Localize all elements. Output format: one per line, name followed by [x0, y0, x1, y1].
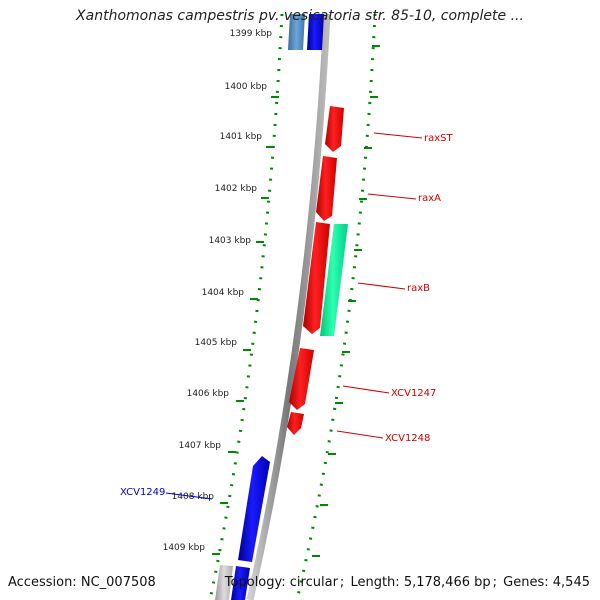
gene-label-raxA[interactable]: raxA — [367, 193, 441, 204]
accession-info: Accession: NC_007508 — [8, 575, 156, 590]
accession-label: Accession: — [8, 575, 77, 590]
scale-tick: 1400 kbp — [225, 82, 279, 98]
gene-raxST-arrow — [325, 106, 344, 152]
scale-tick: 1405 kbp — [195, 338, 251, 351]
scale-tick-label: 1401 kbp — [220, 132, 263, 142]
scale-tick-label: 1402 kbp — [215, 184, 258, 194]
gene-label-raxB[interactable]: raxB — [357, 282, 430, 294]
scale-tick: 1409 kbp — [163, 543, 220, 555]
scale-tick-label: 1403 kbp — [209, 236, 252, 246]
scale-tick: 1406 kbp — [187, 389, 244, 402]
genes-value: 4,545 — [552, 575, 590, 590]
gene-blue-bottom — [231, 566, 250, 600]
gene-grey-bottom — [215, 565, 233, 600]
gene-label-text[interactable]: raxA — [418, 193, 441, 204]
scale-tick-label: 1404 kbp — [202, 288, 245, 298]
genome-summary: Topology: circular; Length: 5,178,466 bp… — [224, 575, 590, 590]
scale-tick-label: 1409 kbp — [163, 543, 206, 553]
scale-tick: 1407 kbp — [179, 441, 236, 453]
genes-label: Genes: — [503, 575, 549, 590]
genome-backbone — [246, 13, 331, 600]
scale-tick-label: 1400 kbp — [225, 82, 268, 92]
scale-tick: 1401 kbp — [220, 132, 274, 148]
map-title: Xanthomonas campestris pv. vesicatoria s… — [76, 8, 524, 24]
gene-label-XCV1248[interactable]: XCV1248 — [336, 430, 430, 444]
gene-raxB-arrow — [320, 224, 348, 336]
scale-tick: 1403 kbp — [209, 236, 264, 246]
scale-tick: 1402 kbp — [215, 184, 269, 199]
gene-label-text[interactable]: raxST — [424, 133, 454, 144]
scale-tick-label: 1406 kbp — [187, 389, 230, 399]
length-label: Length: — [350, 575, 400, 590]
gene-blue-top — [307, 14, 324, 50]
accession-value: NC_007508 — [80, 575, 156, 590]
gene-label-text[interactable]: XCV1247 — [391, 388, 436, 399]
gene-label-text[interactable]: raxB — [407, 283, 430, 294]
scale-ticks: 1399 kbp 1400 kbp 1401 kbp 1402 kbp 1403… — [163, 29, 279, 555]
gene-XCV1247-arrow — [289, 348, 314, 410]
scale-tick-label: 1399 kbp — [230, 29, 273, 39]
scale-tick: 1404 kbp — [202, 288, 258, 300]
gene-label-raxST[interactable]: raxST — [373, 132, 454, 144]
topology-label: Topology: — [224, 575, 286, 590]
scale-tick-label: 1405 kbp — [195, 338, 238, 348]
gene-label-XCV1249[interactable]: XCV1249 — [120, 487, 213, 500]
gene-label-text[interactable]: XCV1248 — [385, 433, 430, 444]
topology-value: circular — [289, 575, 338, 590]
gene-raxA-arrow — [316, 156, 337, 221]
scale-tick-label: 1407 kbp — [179, 441, 222, 451]
scale-tick: 1399 kbp — [230, 29, 273, 39]
gene-label-text[interactable]: XCV1249 — [120, 487, 165, 498]
gene-XCV1249-arrow — [238, 456, 270, 562]
gene-label-XCV1247[interactable]: XCV1247 — [342, 385, 436, 399]
gene-XCV1248-arrow — [287, 412, 304, 435]
length-value: 5,178,466 bp — [403, 575, 491, 590]
gene-red-large-arrow — [303, 222, 330, 334]
outer-guide-ticks — [312, 45, 380, 557]
gene-steelblue-top — [288, 14, 305, 50]
